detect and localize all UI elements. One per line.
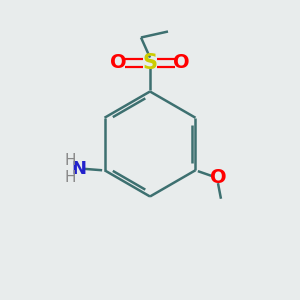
Text: O: O	[173, 53, 190, 73]
Text: S: S	[142, 53, 158, 73]
Text: O: O	[110, 53, 127, 73]
Text: H: H	[64, 153, 76, 168]
Text: H: H	[64, 170, 76, 185]
Text: O: O	[210, 168, 226, 187]
Text: N: N	[71, 160, 86, 178]
